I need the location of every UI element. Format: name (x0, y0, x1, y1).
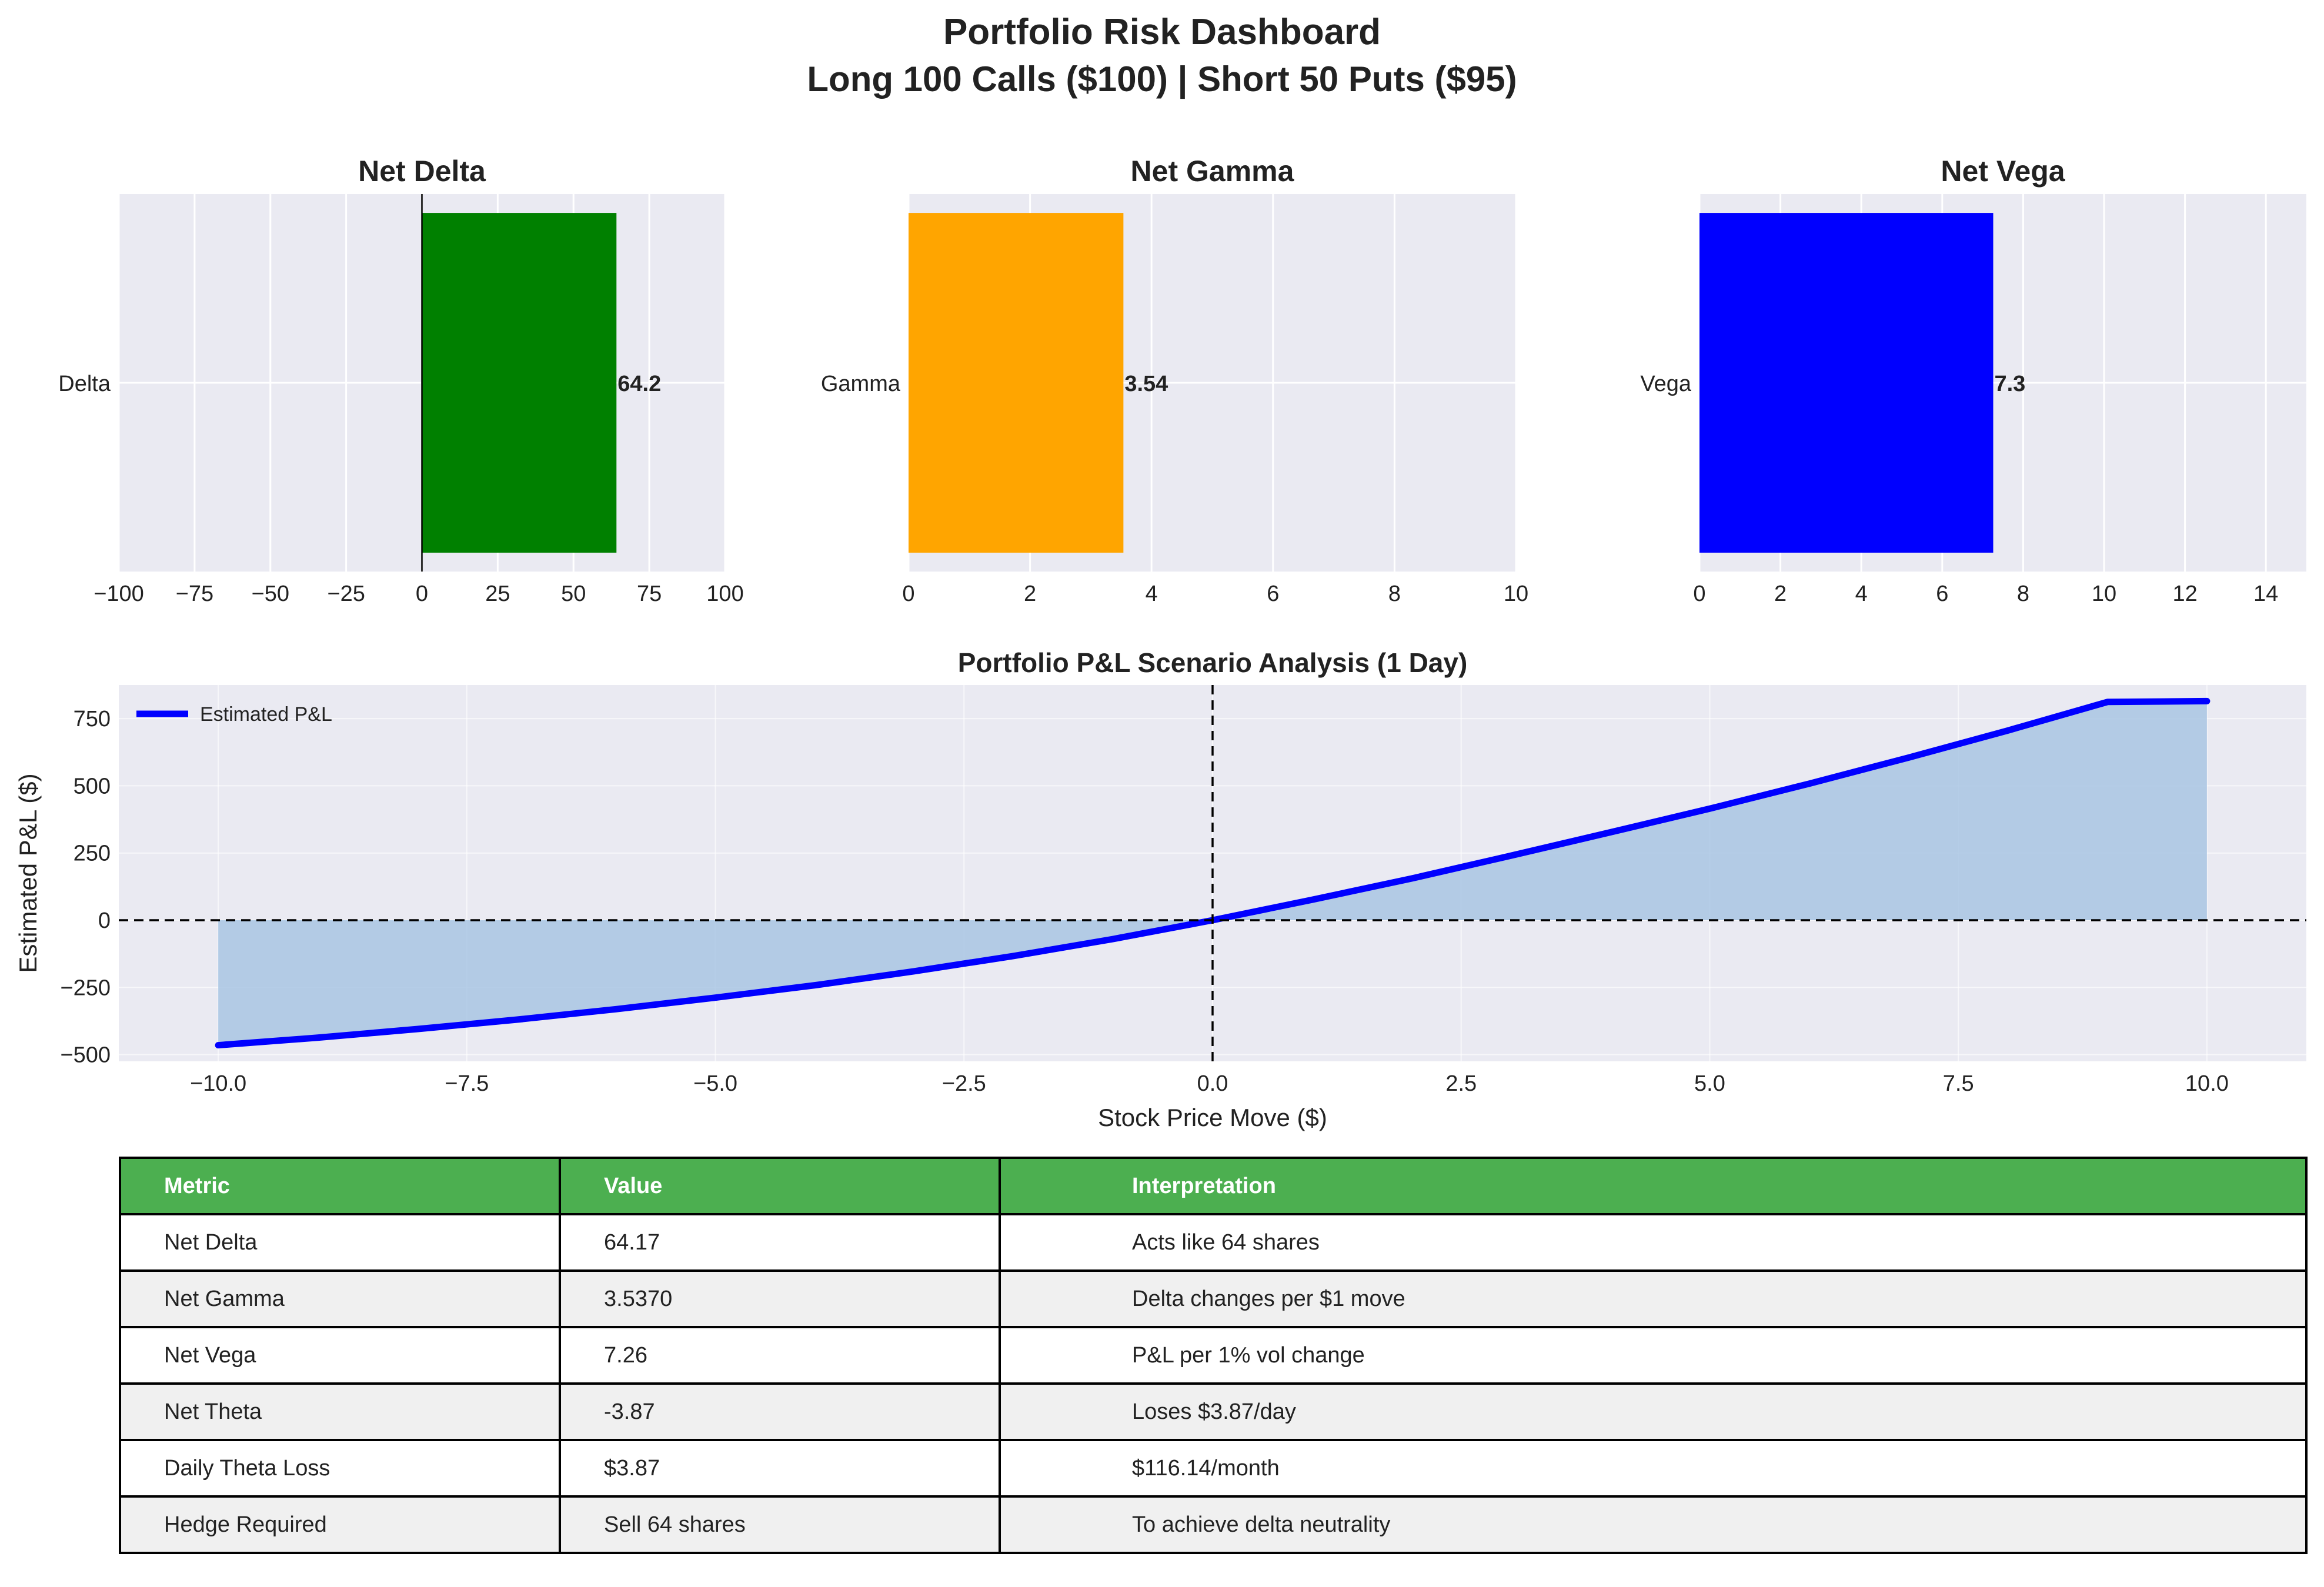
cell-metric: Daily Theta Loss (119, 1439, 561, 1498)
pnl-area-fill (218, 701, 2207, 1045)
pnl-x-tick-label: 5.0 (1694, 1071, 1725, 1096)
pnl-x-tick-label: −5.0 (693, 1071, 737, 1096)
net-vega-chart: 0 2 4 6 8 10 12 14 Vega 7.3 Net Vega (1640, 155, 2306, 606)
table-row: Daily Theta Loss $3.87 $116.14/month (119, 1439, 2308, 1498)
cell-metric: Hedge Required (119, 1495, 561, 1554)
gamma-bar (909, 213, 1124, 553)
net-gamma-chart: 0 2 4 6 8 10 Gamma 3.54 Net Gamma (821, 155, 1528, 606)
pnl-y-tick-label: 250 (74, 841, 111, 866)
pnl-x-tick-label: −10.0 (190, 1071, 246, 1096)
net-delta-chart: −100 −75 −50 −25 0 25 50 75 100 Delta 64.2 Net Delt… (58, 155, 743, 606)
pnl-y-axis-label: Estimated P&L ($) (14, 773, 42, 973)
pnl-x-tick-label: 2.5 (1445, 1071, 1477, 1096)
gamma-x-tick-label: 8 (1388, 582, 1401, 606)
cell-metric: Net Theta (119, 1382, 561, 1441)
vega-value-label: 7.3 (1994, 372, 2025, 396)
delta-x-tick-label: 25 (485, 582, 510, 606)
table-row: Net Theta -3.87 Loses $3.87/day (119, 1382, 2308, 1441)
vega-bar (1699, 213, 1994, 553)
cell-value: Sell 64 shares (559, 1495, 1001, 1554)
pnl-x-tick-label: −2.5 (942, 1071, 986, 1096)
delta-x-tick-label: −75 (176, 582, 213, 606)
header-value: Value (559, 1157, 1001, 1215)
pnl-x-axis-label: Stock Price Move ($) (1098, 1104, 1327, 1131)
cell-metric: Net Gamma (119, 1269, 561, 1328)
delta-x-tick-label: −50 (252, 582, 289, 606)
vega-x-tick-label: 2 (1774, 582, 1787, 606)
table-header-row: Metric Value Interpretation (119, 1157, 2308, 1215)
header-interpretation: Interpretation (999, 1157, 2308, 1215)
delta-x-tick-label: 50 (561, 582, 586, 606)
vega-x-tick-label: 12 (2172, 582, 2197, 606)
cell-interpretation: Loses $3.87/day (999, 1382, 2308, 1441)
cell-metric: Net Delta (119, 1213, 561, 1272)
cell-interpretation: Delta changes per $1 move (999, 1269, 2308, 1328)
figure-title: Portfolio Risk Dashboard (943, 12, 1381, 52)
gamma-x-tick-label: 0 (902, 582, 914, 606)
vega-x-tick-label: 10 (2092, 582, 2116, 606)
delta-x-tick-label: 75 (637, 582, 662, 606)
metrics-table: Metric Value Interpretation Net Delta 64… (119, 1157, 2308, 1554)
cell-value: 3.5370 (559, 1269, 1001, 1328)
cell-interpretation: Acts like 64 shares (999, 1213, 2308, 1272)
gamma-title: Net Gamma (1131, 155, 1295, 188)
cell-interpretation: To achieve delta neutrality (999, 1495, 2308, 1554)
delta-title: Net Delta (358, 155, 486, 188)
table-row: Net Gamma 3.5370 Delta changes per $1 mo… (119, 1269, 2308, 1328)
delta-x-tick-label: 100 (706, 582, 743, 606)
pnl-x-tick-label: 7.5 (1943, 1071, 1974, 1096)
gamma-category-label: Gamma (821, 372, 901, 396)
gamma-x-tick-label: 6 (1267, 582, 1279, 606)
pnl-title: Portfolio P&L Scenario Analysis (1 Day) (958, 647, 1468, 678)
pnl-legend-label: Estimated P&L (200, 703, 332, 726)
pnl-x-tick-label: −7.5 (445, 1071, 489, 1096)
vega-x-tick-label: 0 (1693, 582, 1705, 606)
delta-x-tick-label: −100 (94, 582, 144, 606)
cell-interpretation: $116.14/month (999, 1439, 2308, 1498)
pnl-y-tick-label: −500 (60, 1043, 111, 1068)
pnl-x-tick-label: 10.0 (2185, 1071, 2229, 1096)
pnl-x-tick-label: 0.0 (1197, 1071, 1228, 1096)
table-row: Hedge Required Sell 64 shares To achieve… (119, 1495, 2308, 1554)
pnl-y-tick-label: 500 (74, 774, 111, 798)
cell-interpretation: P&L per 1% vol change (999, 1326, 2308, 1385)
gamma-x-tick-label: 2 (1024, 582, 1036, 606)
gamma-x-tick-label: 10 (1504, 582, 1528, 606)
cell-value: $3.87 (559, 1439, 1001, 1498)
pnl-y-tick-label: 750 (74, 707, 111, 731)
table-row: Net Delta 64.17 Acts like 64 shares (119, 1213, 2308, 1272)
vega-x-tick-label: 8 (2017, 582, 2029, 606)
delta-value-label: 64.2 (617, 372, 661, 396)
delta-x-tick-label: −25 (327, 582, 365, 606)
vega-category-label: Vega (1640, 372, 1692, 396)
vega-x-tick-label: 4 (1855, 582, 1868, 606)
vega-x-tick-label: 14 (2253, 582, 2278, 606)
delta-category-label: Delta (58, 372, 111, 396)
header-metric: Metric (119, 1157, 561, 1215)
pnl-scenario-chart: −10.0 −7.5 −5.0 −2.5 0.0 2.5 5.0 7.5 10.0 −500 −25… (14, 647, 2306, 1131)
delta-bar (422, 213, 617, 553)
vega-x-tick-label: 6 (1936, 582, 1948, 606)
cell-value: 7.26 (559, 1326, 1001, 1385)
pnl-y-tick-label: 0 (98, 908, 111, 933)
cell-value: 64.17 (559, 1213, 1001, 1272)
figure-subtitle: Long 100 Calls ($100) | Short 50 Puts ($… (807, 59, 1517, 99)
pnl-y-tick-label: −250 (60, 975, 111, 1000)
gamma-x-tick-label: 4 (1146, 582, 1158, 606)
table-row: Net Vega 7.26 P&L per 1% vol change (119, 1326, 2308, 1385)
cell-value: -3.87 (559, 1382, 1001, 1441)
delta-x-tick-label: 0 (416, 582, 428, 606)
cell-metric: Net Vega (119, 1326, 561, 1385)
vega-title: Net Vega (1941, 155, 2065, 188)
gamma-value-label: 3.54 (1124, 372, 1168, 396)
